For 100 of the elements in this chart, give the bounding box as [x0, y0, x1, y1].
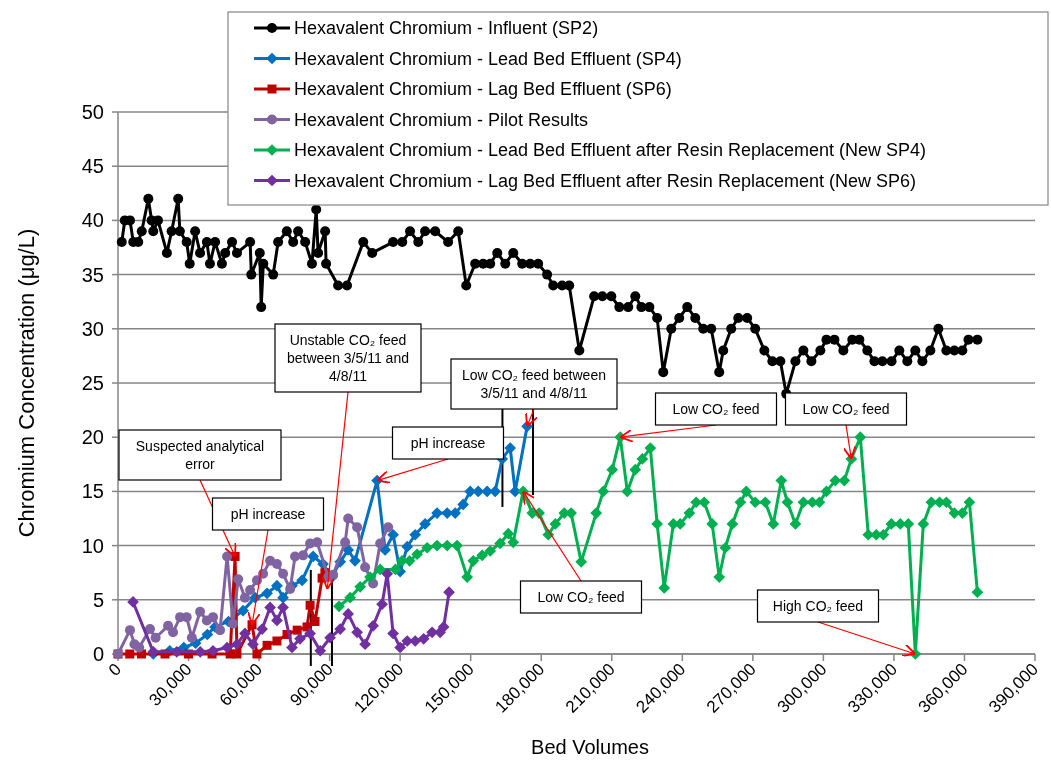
y-tick-label: 45: [81, 155, 104, 178]
point: [304, 627, 316, 640]
point: [367, 619, 379, 632]
point: [292, 625, 302, 635]
point: [271, 579, 283, 592]
point: [239, 627, 251, 640]
point: [222, 551, 233, 562]
point: [394, 641, 406, 654]
point: [207, 644, 219, 657]
annotation: High CO₂ feed: [772, 598, 864, 614]
point: [261, 587, 273, 600]
legend-label: Hexavalent Chromium - Lead Bed Effluent after Resin Replacement (New SP4): [294, 140, 926, 161]
point: [227, 618, 238, 629]
y-tick-label: 20: [81, 426, 104, 449]
y-tick-label: 30: [81, 317, 104, 340]
point: [312, 537, 323, 548]
legend-label: Hexavalent Chromium - Lead Bed Effluent (SP4): [294, 48, 682, 69]
point: [186, 632, 197, 643]
annotation: pH increase: [410, 435, 486, 451]
point: [443, 586, 455, 599]
point: [285, 583, 296, 594]
point: [245, 585, 256, 596]
point: [307, 550, 320, 563]
y-tick-label: 15: [81, 480, 104, 503]
legend-label: Hexavalent Chromium - Lag Bed Effluent after Resin Replacement (New SP6): [294, 170, 916, 191]
point: [195, 606, 206, 617]
point: [409, 528, 422, 541]
point: [262, 640, 272, 650]
point: [286, 641, 298, 654]
point: [419, 518, 431, 530]
point: [201, 628, 214, 641]
point: [168, 627, 179, 638]
point: [305, 600, 315, 610]
y-tick-label: 25: [81, 372, 104, 394]
point: [343, 513, 354, 524]
y-tick-label: 35: [81, 263, 104, 286]
annotation: Unstable CO₂ feed between 3/5/11 and 4/8/11: [287, 332, 409, 384]
legend-label: Hexavalent Chromium - Lag Bed Effluent (SP6): [294, 79, 672, 100]
point: [351, 626, 363, 639]
point: [207, 612, 218, 623]
annotation: Low CO₂ feed: [672, 401, 760, 417]
legend-label: Hexavalent Chromium - Pilot Results: [294, 109, 589, 130]
point: [163, 620, 174, 631]
point: [324, 631, 336, 644]
point: [481, 485, 493, 498]
point: [352, 522, 363, 533]
point: [340, 537, 351, 548]
point: [457, 498, 470, 511]
point: [150, 632, 161, 643]
point: [277, 591, 289, 604]
y-tick-label: 50: [81, 101, 104, 123]
point: [417, 632, 430, 645]
point: [221, 641, 233, 654]
point: [247, 638, 259, 651]
annotation: Low CO₂ feed: [537, 589, 625, 605]
y-axis-title: Chromium Concentration (μg/L): [14, 228, 39, 538]
annotation: Suspected analytical error: [135, 438, 265, 472]
point: [232, 649, 242, 659]
point: [314, 644, 327, 657]
point: [271, 559, 282, 570]
point: [215, 625, 226, 636]
point: [349, 554, 361, 567]
point: [272, 636, 282, 646]
point: [134, 642, 145, 653]
point: [271, 614, 283, 627]
legend-label: Hexavalent Chromium - Influent (SP2): [294, 18, 599, 39]
x-axis-title: Bed Volumes: [531, 736, 649, 758]
annotation: pH increase: [230, 506, 306, 522]
point: [360, 562, 371, 573]
point: [437, 621, 450, 633]
point: [334, 623, 347, 635]
point: [294, 632, 306, 645]
point: [401, 540, 414, 553]
point: [125, 649, 135, 659]
point: [256, 623, 268, 635]
point: [194, 645, 207, 658]
point: [387, 528, 399, 541]
point: [144, 624, 155, 635]
point: [504, 442, 517, 454]
point: [342, 608, 355, 620]
point: [233, 574, 244, 585]
point: [277, 601, 289, 614]
y-tick-label: 40: [81, 209, 104, 232]
point: [298, 550, 309, 561]
point: [387, 627, 399, 640]
point: [359, 638, 371, 651]
point: [375, 538, 386, 549]
y-tick-label: 10: [81, 534, 104, 557]
point: [296, 574, 308, 587]
annotation: Low CO₂ feed: [802, 401, 890, 417]
point: [237, 604, 249, 617]
point: [376, 598, 388, 610]
point: [278, 568, 289, 579]
point: [383, 522, 394, 533]
point: [264, 601, 276, 614]
y-tick-label: 0: [92, 643, 104, 665]
point: [124, 625, 135, 636]
point: [239, 592, 250, 603]
y-tick-label: 5: [92, 588, 104, 611]
annotation: Low CO₂ feed between 3/5/11 and 4/8/11: [462, 367, 606, 401]
